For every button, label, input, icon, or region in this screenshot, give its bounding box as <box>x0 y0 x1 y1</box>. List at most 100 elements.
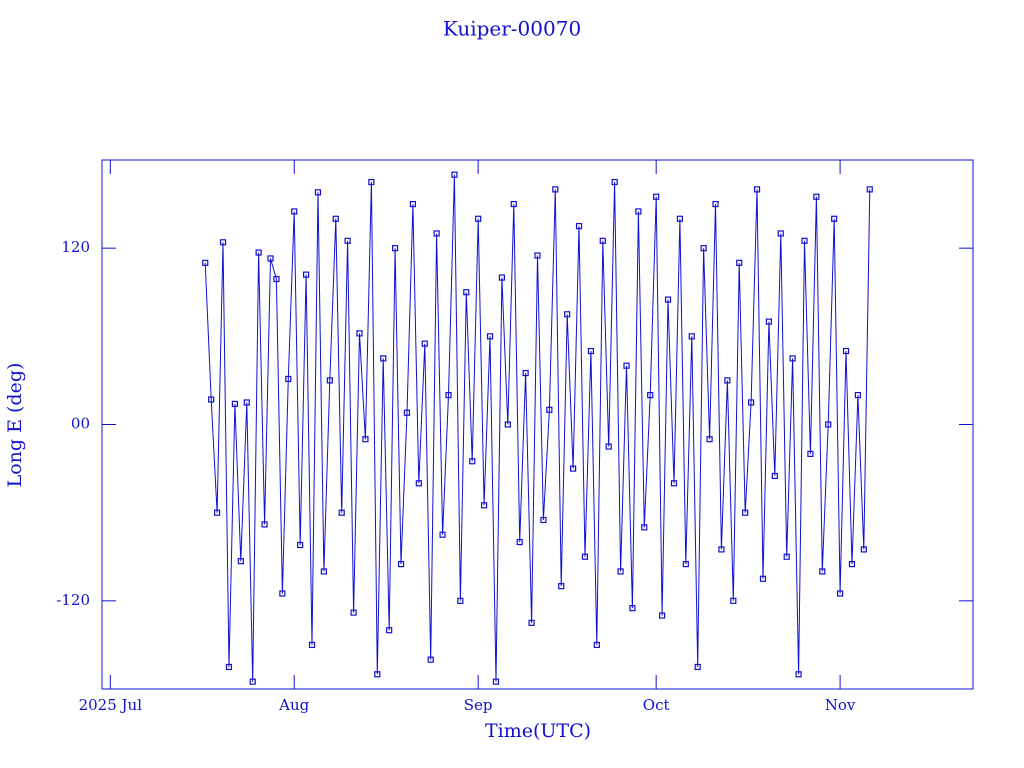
data-point <box>664 296 672 303</box>
data-point <box>647 392 654 399</box>
data-point <box>409 200 417 208</box>
data-point <box>516 538 523 546</box>
plot-area <box>202 171 873 685</box>
data-point <box>635 208 642 215</box>
data-point <box>510 200 517 208</box>
data-point <box>231 400 239 408</box>
data-point <box>842 347 850 355</box>
data-point <box>611 178 618 186</box>
data-point <box>552 186 559 193</box>
data-point <box>564 311 571 318</box>
data-point <box>498 274 506 281</box>
data-point <box>569 465 577 472</box>
x-tick-label: Aug <box>278 696 309 714</box>
data-point <box>492 678 500 685</box>
data-point <box>836 590 844 597</box>
data-line <box>204 174 871 682</box>
data-point <box>208 396 215 403</box>
x-tick-label: Sep <box>464 696 493 714</box>
data-point <box>789 355 796 362</box>
data-point <box>445 392 452 399</box>
data-point <box>848 560 856 568</box>
data-point <box>694 663 701 671</box>
data-point <box>742 509 749 516</box>
data-point <box>670 480 678 487</box>
y-axis-label: Long E (deg) <box>4 363 26 488</box>
data-point <box>724 377 731 384</box>
x-axis-label: Time(UTC) <box>485 720 591 742</box>
chart-title: Kuiper-00070 <box>443 17 581 41</box>
data-point <box>641 524 648 531</box>
data-point <box>314 189 322 196</box>
data-point <box>653 193 660 200</box>
data-point <box>368 178 375 186</box>
data-point <box>415 480 422 487</box>
data-point <box>214 509 221 516</box>
data-point <box>558 583 565 590</box>
data-point <box>825 421 832 428</box>
data-point <box>386 627 393 634</box>
data-point <box>795 671 802 678</box>
data-point <box>475 215 482 222</box>
data-point <box>860 546 867 553</box>
data-point <box>819 568 826 575</box>
data-point <box>380 355 387 362</box>
data-point <box>747 399 755 406</box>
data-point <box>629 605 636 612</box>
data-point <box>261 521 268 528</box>
x-tick-label: 2025 Jul <box>79 696 143 714</box>
data-point <box>540 516 547 524</box>
data-point <box>481 502 488 509</box>
data-point <box>831 215 838 222</box>
data-point <box>451 171 458 178</box>
data-point <box>303 271 310 278</box>
data-point <box>575 223 583 230</box>
data-point <box>255 249 262 256</box>
data-point <box>546 406 553 413</box>
data-point <box>522 369 529 377</box>
data-point <box>623 362 630 369</box>
data-point <box>469 458 476 465</box>
data-point <box>439 531 446 538</box>
data-point <box>813 193 820 200</box>
data-point <box>599 237 606 244</box>
data-point <box>682 560 689 568</box>
data-point <box>297 541 304 549</box>
data-point <box>581 553 589 560</box>
data-point <box>771 472 778 480</box>
data-point <box>718 546 725 553</box>
data-point <box>587 347 594 355</box>
data-point <box>403 409 411 416</box>
data-point <box>759 575 767 582</box>
y-tick-label: 120 <box>61 238 90 256</box>
data-point <box>362 436 369 443</box>
data-point <box>486 333 494 340</box>
data-point <box>777 230 784 237</box>
data-point <box>421 340 428 347</box>
data-point <box>279 590 286 597</box>
data-point <box>765 318 772 325</box>
data-point <box>397 560 405 568</box>
data-point <box>676 215 683 222</box>
data-point <box>356 330 363 337</box>
data-point <box>534 252 541 259</box>
data-point <box>528 619 535 626</box>
data-point <box>700 245 707 252</box>
data-point <box>593 641 600 649</box>
data-point <box>225 663 233 671</box>
data-point <box>617 568 624 575</box>
data-point <box>267 255 274 262</box>
data-point <box>801 237 808 244</box>
data-point <box>219 239 227 246</box>
data-point <box>332 215 339 222</box>
data-point <box>237 558 244 565</box>
data-point <box>326 377 333 384</box>
data-point <box>344 237 351 244</box>
data-point <box>374 671 381 678</box>
y-tick-label: -120 <box>56 591 90 609</box>
data-point <box>807 450 814 457</box>
data-point <box>712 200 719 208</box>
data-point <box>658 612 666 619</box>
